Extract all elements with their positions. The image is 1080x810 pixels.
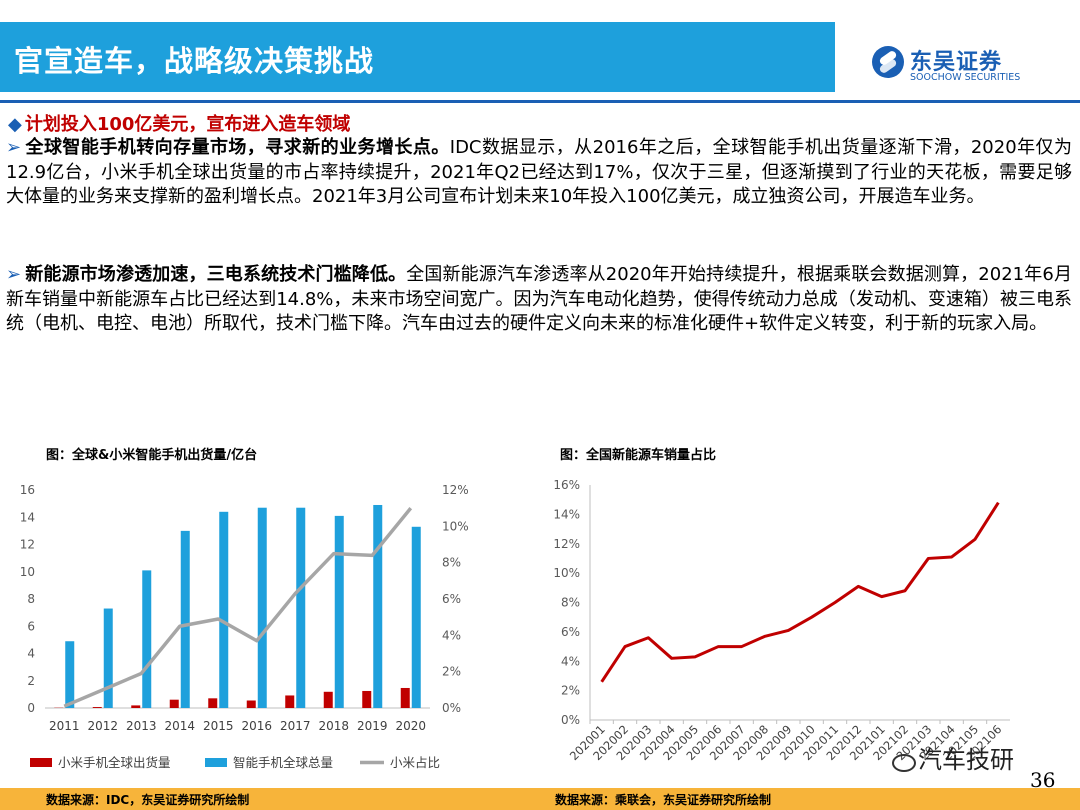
logo-name-en: SOOCHOW SECURITIES: [910, 72, 1021, 83]
x-tick-label: 2017: [280, 719, 311, 733]
y-tick-label: 10: [20, 565, 35, 579]
watermark-text: 汽车技研: [918, 746, 1014, 774]
series-line-nev-share: [600, 501, 1000, 683]
source-right: 数据来源：乘联会，东吴证券研究所绘制: [555, 793, 772, 807]
y2-tick-label: 10%: [442, 519, 469, 533]
bar-xiaomi: [246, 700, 256, 708]
y-tick-label: 4: [27, 647, 35, 661]
chart-right-title: 图：全国新能源车销量占比: [560, 448, 717, 463]
y-tick-label: 8%: [561, 596, 580, 610]
x-tick-label: 2018: [318, 719, 349, 733]
y-tick-label: 2: [27, 674, 35, 688]
arrow-bullet-icon: ➢: [6, 264, 22, 285]
y2-tick-label: 0%: [442, 701, 461, 715]
y-tick-label: 0: [27, 701, 35, 715]
x-tick-label: 2014: [164, 719, 195, 733]
y-tick-label: 2%: [561, 684, 580, 698]
y-tick-label: 14: [20, 510, 35, 524]
y2-tick-label: 12%: [442, 483, 469, 497]
paragraph-1-body: IDC数据显示，从2016年之后，全球智能手机出货量逐渐下滑，2020年仅为12…: [6, 137, 1073, 207]
bar-global: [334, 515, 344, 708]
x-tick-label: 2015: [203, 719, 234, 733]
x-tick-label: 2012: [87, 719, 118, 733]
y-tick-label: 16%: [553, 478, 580, 492]
legend-label-share: 小米占比: [390, 755, 440, 770]
header-rule: [0, 100, 1080, 103]
bar-xiaomi: [92, 707, 102, 708]
logo-mark-icon: [872, 46, 904, 78]
x-tick-label: 2011: [49, 719, 80, 733]
x-tick-label: 2020: [395, 719, 426, 733]
legend-label-xiaomi: 小米手机全球出货量: [58, 755, 171, 770]
footer-band: [0, 788, 1080, 810]
logo-name-cn: 东吴证券: [910, 50, 1003, 75]
bar-global: [373, 504, 383, 708]
y2-tick-label: 6%: [442, 592, 461, 606]
bar-global: [180, 530, 190, 708]
x-tick-label: 2013: [126, 719, 157, 733]
bar-global: [257, 507, 267, 708]
bar-xiaomi: [323, 691, 333, 708]
wechat-icon: [892, 754, 916, 772]
y-tick-label: 8: [27, 592, 35, 606]
bar-xiaomi: [400, 687, 410, 708]
page-number: 36: [1030, 768, 1056, 792]
bar-xiaomi: [208, 698, 218, 708]
bar-global: [219, 511, 229, 708]
y-tick-label: 14%: [553, 507, 580, 521]
series-line-share: [63, 507, 413, 708]
legend-swatch-global: [205, 758, 227, 767]
section-heading-text: 计划投入100亿美元，宣布进入造车领域: [24, 114, 351, 135]
bar-global: [296, 507, 306, 708]
legend-label-global: 智能手机全球总量: [233, 755, 333, 770]
paragraph-2-lead: 新能源市场渗透加速，三电系统技术门槛降低。: [25, 264, 407, 285]
section-heading: ◆ 计划投入100亿美元，宣布进入造车领域: [8, 110, 350, 136]
bar-xiaomi: [169, 699, 179, 708]
diamond-bullet-icon: ◆: [8, 114, 22, 135]
bar-xiaomi: [285, 695, 295, 708]
chart-left-smartphone-shipments: 0 2 4 6 8 10 12 14 16 0% 2% 4% 6% 8% 10% 12% 2011 2012 201…: [20, 483, 469, 770]
chart-left-title: 图：全球&小米智能手机出货量/亿台: [46, 448, 258, 463]
bar-global: [142, 570, 152, 708]
watermark: 汽车技研: [882, 740, 1014, 775]
y2-tick-label: 4%: [442, 628, 461, 642]
y2-tick-label: 2%: [442, 665, 461, 679]
y-tick-label: 16: [20, 483, 35, 497]
x-tick-label: 2016: [241, 719, 272, 733]
paragraph-2: ➢ 新能源市场渗透加速，三电系统技术门槛降低。全国新能源汽车渗透率从2020年开始…: [6, 263, 1072, 337]
y-tick-label: 4%: [561, 654, 580, 668]
y-tick-label: 6: [27, 619, 35, 633]
paragraph-2-body: 全国新能源汽车渗透率从2020年开始持续提升，根据乘联会数据测算，2021年6月…: [6, 264, 1072, 334]
bar-global: [103, 608, 113, 708]
company-logo: 东吴证券 SOOCHOW SECURITIES: [872, 44, 1032, 86]
page-title: 官宣造车，战略级决策挑战: [14, 44, 375, 78]
bar-xiaomi: [362, 690, 372, 708]
bar-global: [65, 641, 75, 708]
bar-global: [411, 526, 421, 708]
y2-tick-label: 8%: [442, 556, 461, 570]
source-left: 数据来源：IDC，东吴证券研究所绘制: [46, 793, 250, 807]
paragraph-1: ➢ 全球智能手机转向存量市场，寻求新的业务增长点。IDC数据显示，从2016年之后…: [6, 136, 1072, 210]
arrow-bullet-icon: ➢: [6, 137, 22, 158]
paragraph-1-lead: 全球智能手机转向存量市场，寻求新的业务增长点。: [25, 137, 450, 158]
y-tick-label: 12: [20, 538, 35, 552]
y-tick-label: 10%: [553, 566, 580, 580]
header-bar: [0, 22, 835, 92]
y-tick-label: 6%: [561, 625, 580, 639]
bar-xiaomi: [131, 705, 141, 708]
x-tick-label: 2019: [357, 719, 388, 733]
legend-swatch-xiaomi: [30, 758, 52, 767]
chart-right-nev-share: 0%2%4%6%8%10%12%14%16%202001202002202003…: [553, 478, 1010, 763]
y-tick-label: 12%: [553, 537, 580, 551]
y-tick-label: 0%: [561, 713, 580, 727]
